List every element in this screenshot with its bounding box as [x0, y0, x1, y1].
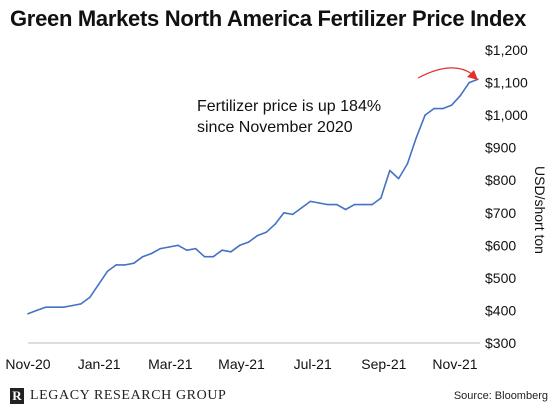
source-note: Source: Bloomberg — [453, 390, 548, 402]
annotation: Fertilizer price is up 184% since Novemb… — [197, 98, 381, 136]
data-point — [283, 212, 285, 214]
x-tick-label: Nov-20 — [5, 356, 50, 372]
logo-icon: R — [10, 388, 24, 404]
data-point — [265, 231, 268, 234]
data-point — [344, 208, 347, 211]
y-tick-label: $900 — [485, 140, 516, 156]
data-point — [203, 255, 206, 258]
data-point — [62, 306, 65, 309]
data-point — [291, 213, 294, 216]
annotation-line-2: since November 2020 — [197, 119, 353, 136]
data-point — [36, 309, 38, 312]
data-point — [124, 264, 126, 266]
y-tick-label: $1,200 — [485, 42, 528, 58]
data-point — [256, 234, 259, 237]
y-tick-label: $1,100 — [485, 75, 528, 91]
y-tick-label: $500 — [485, 270, 516, 286]
data-point — [133, 262, 135, 265]
x-tick-label: Mar-21 — [148, 356, 193, 372]
data-point — [53, 306, 56, 309]
data-point — [406, 163, 409, 165]
data-point — [141, 255, 144, 258]
data-point — [459, 94, 462, 97]
data-point — [247, 241, 250, 243]
data-point — [177, 244, 179, 247]
x-tick-label: Jul-21 — [294, 356, 332, 372]
data-point — [150, 252, 153, 255]
data-point — [309, 200, 312, 203]
x-tick-label: May-21 — [218, 356, 265, 372]
data-point — [380, 197, 382, 199]
y-tick-label: $700 — [485, 205, 516, 221]
data-point — [230, 251, 232, 253]
footer: R LEGACY RESEARCH GROUP Source: Bloomber… — [0, 384, 560, 413]
annotation-line-1: Fertilizer price is up 184% — [197, 98, 381, 115]
y-tick-label: $300 — [485, 335, 516, 351]
x-tick-label: Sep-21 — [361, 356, 406, 372]
data-point — [212, 255, 215, 258]
series-line — [27, 78, 479, 315]
data-point — [186, 249, 188, 251]
data-point — [433, 107, 435, 110]
data-point — [89, 296, 91, 299]
y-tick-label: $1,000 — [485, 107, 528, 123]
arrow-head-icon — [467, 70, 478, 80]
data-point — [424, 114, 426, 116]
data-point — [389, 169, 391, 172]
y-tick-label: $400 — [485, 302, 516, 318]
data-point — [115, 264, 117, 266]
y-axis-ticks: $300 $400 $500 $600 $700 $800 $900 $1,000 $1,100… — [485, 42, 528, 351]
data-point — [415, 137, 418, 139]
series-points — [27, 78, 479, 315]
data-point — [327, 203, 329, 206]
y-tick-label: $600 — [485, 237, 516, 253]
data-point — [362, 203, 365, 206]
data-point — [168, 246, 170, 248]
data-point — [80, 303, 82, 305]
data-point — [468, 81, 471, 84]
data-point — [336, 203, 338, 206]
y-tick-label: $800 — [485, 172, 516, 188]
data-point — [274, 223, 276, 225]
data-point — [159, 247, 162, 250]
arrow-curve — [417, 67, 473, 79]
x-tick-label: Nov-21 — [432, 356, 477, 372]
data-point — [450, 104, 453, 107]
data-point — [353, 203, 356, 206]
data-point — [397, 177, 400, 180]
data-point — [106, 270, 109, 273]
data-point — [318, 202, 321, 204]
data-point — [300, 207, 303, 209]
chart-title: Green Markets North America Fertilizer P… — [10, 6, 527, 31]
data-point — [27, 312, 29, 315]
data-point — [97, 283, 100, 286]
x-axis-ticks: Nov-20 Jan-21 Mar-21 May-21 Jul-21 Sep-21 Nov-… — [5, 356, 477, 372]
x-tick-label: Jan-21 — [78, 356, 121, 372]
data-point — [441, 107, 444, 110]
data-point — [239, 244, 241, 247]
data-point — [71, 304, 73, 307]
data-point — [44, 306, 47, 309]
brand-name: LEGACY RESEARCH GROUP — [30, 388, 227, 403]
y-axis-label: USD/short ton — [532, 166, 548, 254]
data-point — [221, 249, 223, 251]
red-arrow — [417, 67, 478, 80]
line-chart: $300 $400 $500 $600 $700 $800 $900 $1,000 $1,100… — [5, 42, 548, 372]
data-point — [194, 247, 197, 250]
data-point — [371, 203, 373, 206]
